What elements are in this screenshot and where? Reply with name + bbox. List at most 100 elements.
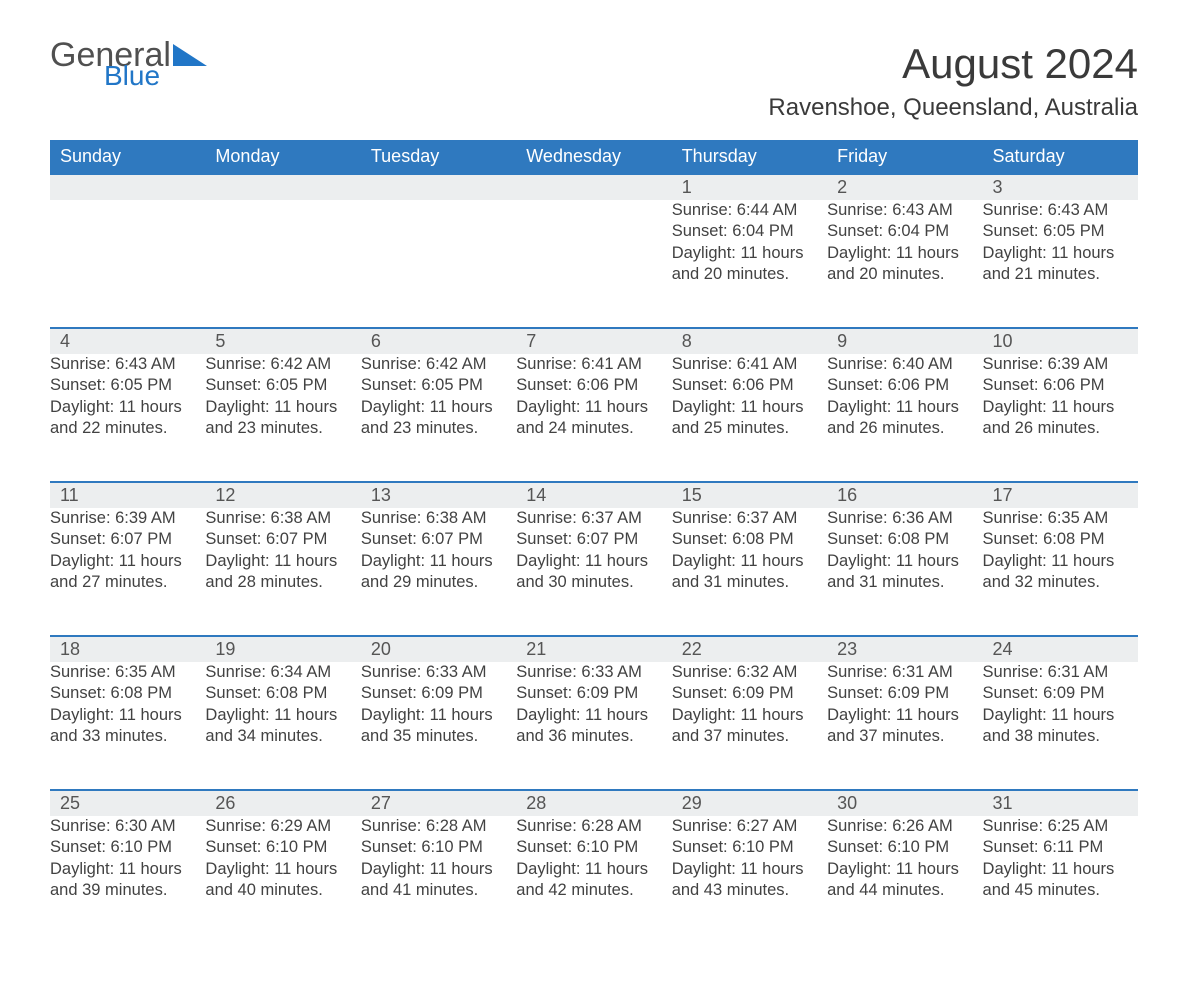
week-daynum-row: 11121314151617 [50, 482, 1138, 508]
daylight-text: Daylight: 11 hours and 38 minutes. [983, 705, 1138, 748]
sunrise-text: Sunrise: 6:37 AM [672, 508, 827, 529]
day-number: 10 [983, 328, 1138, 354]
day-cell: Sunrise: 6:31 AMSunset: 6:09 PMDaylight:… [983, 662, 1138, 790]
daylight-text: Daylight: 11 hours and 43 minutes. [672, 859, 827, 902]
daylight-text: Daylight: 11 hours and 34 minutes. [205, 705, 360, 748]
sunset-text: Sunset: 6:07 PM [50, 529, 205, 550]
sunset-text: Sunset: 6:06 PM [983, 375, 1138, 396]
daylight-text: Daylight: 11 hours and 36 minutes. [516, 705, 671, 748]
daylight-text: Daylight: 11 hours and 32 minutes. [983, 551, 1138, 594]
day-number: 18 [50, 636, 205, 662]
sunset-text: Sunset: 6:10 PM [205, 837, 360, 858]
day-number: 31 [983, 790, 1138, 816]
day-number: 2 [827, 174, 982, 200]
sunrise-text: Sunrise: 6:34 AM [205, 662, 360, 683]
daylight-text: Daylight: 11 hours and 31 minutes. [672, 551, 827, 594]
daylight-text: Daylight: 11 hours and 35 minutes. [361, 705, 516, 748]
week-daynum-row: 45678910 [50, 328, 1138, 354]
sunrise-text: Sunrise: 6:43 AM [983, 200, 1138, 221]
daylight-text: Daylight: 11 hours and 42 minutes. [516, 859, 671, 902]
weekday-header: Wednesday [516, 140, 671, 174]
daylight-text: Daylight: 11 hours and 21 minutes. [983, 243, 1138, 286]
empty-day-cell [50, 200, 205, 328]
weekday-header: Saturday [983, 140, 1138, 174]
sunrise-text: Sunrise: 6:30 AM [50, 816, 205, 837]
week-content-row: Sunrise: 6:30 AMSunset: 6:10 PMDaylight:… [50, 816, 1138, 944]
sunset-text: Sunset: 6:07 PM [205, 529, 360, 550]
day-number: 26 [205, 790, 360, 816]
day-cell: Sunrise: 6:37 AMSunset: 6:07 PMDaylight:… [516, 508, 671, 636]
empty-day-cell [205, 200, 360, 328]
week-daynum-row: 18192021222324 [50, 636, 1138, 662]
page-header: General Blue August 2024 Ravenshoe, Quee… [50, 40, 1138, 122]
daylight-text: Daylight: 11 hours and 26 minutes. [983, 397, 1138, 440]
sunrise-text: Sunrise: 6:29 AM [205, 816, 360, 837]
sunset-text: Sunset: 6:06 PM [516, 375, 671, 396]
daylight-text: Daylight: 11 hours and 25 minutes. [672, 397, 827, 440]
sunrise-text: Sunrise: 6:41 AM [516, 354, 671, 375]
daylight-text: Daylight: 11 hours and 28 minutes. [205, 551, 360, 594]
month-title: August 2024 [768, 40, 1138, 88]
day-cell: Sunrise: 6:26 AMSunset: 6:10 PMDaylight:… [827, 816, 982, 944]
week-content-row: Sunrise: 6:44 AMSunset: 6:04 PMDaylight:… [50, 200, 1138, 328]
daylight-text: Daylight: 11 hours and 24 minutes. [516, 397, 671, 440]
sunrise-text: Sunrise: 6:39 AM [50, 508, 205, 529]
sunset-text: Sunset: 6:09 PM [361, 683, 516, 704]
sunrise-text: Sunrise: 6:38 AM [205, 508, 360, 529]
day-cell: Sunrise: 6:42 AMSunset: 6:05 PMDaylight:… [205, 354, 360, 482]
day-number: 19 [205, 636, 360, 662]
empty-day-cell [516, 200, 671, 328]
daylight-text: Daylight: 11 hours and 23 minutes. [205, 397, 360, 440]
sunset-text: Sunset: 6:10 PM [827, 837, 982, 858]
sunrise-text: Sunrise: 6:28 AM [516, 816, 671, 837]
day-number: 25 [50, 790, 205, 816]
day-number: 14 [516, 482, 671, 508]
sunset-text: Sunset: 6:10 PM [50, 837, 205, 858]
day-cell: Sunrise: 6:36 AMSunset: 6:08 PMDaylight:… [827, 508, 982, 636]
day-number: 21 [516, 636, 671, 662]
sunset-text: Sunset: 6:05 PM [361, 375, 516, 396]
sunrise-text: Sunrise: 6:36 AM [827, 508, 982, 529]
daylight-text: Daylight: 11 hours and 45 minutes. [983, 859, 1138, 902]
daylight-text: Daylight: 11 hours and 29 minutes. [361, 551, 516, 594]
sunrise-text: Sunrise: 6:28 AM [361, 816, 516, 837]
day-cell: Sunrise: 6:30 AMSunset: 6:10 PMDaylight:… [50, 816, 205, 944]
day-cell: Sunrise: 6:43 AMSunset: 6:05 PMDaylight:… [983, 200, 1138, 328]
sunset-text: Sunset: 6:09 PM [516, 683, 671, 704]
sunrise-text: Sunrise: 6:37 AM [516, 508, 671, 529]
day-number: 9 [827, 328, 982, 354]
sunset-text: Sunset: 6:05 PM [983, 221, 1138, 242]
day-number: 30 [827, 790, 982, 816]
sunset-text: Sunset: 6:10 PM [516, 837, 671, 858]
day-cell: Sunrise: 6:35 AMSunset: 6:08 PMDaylight:… [50, 662, 205, 790]
day-cell: Sunrise: 6:27 AMSunset: 6:10 PMDaylight:… [672, 816, 827, 944]
daylight-text: Daylight: 11 hours and 20 minutes. [672, 243, 827, 286]
day-cell: Sunrise: 6:29 AMSunset: 6:10 PMDaylight:… [205, 816, 360, 944]
brand-logo: General Blue [50, 40, 207, 88]
day-cell: Sunrise: 6:28 AMSunset: 6:10 PMDaylight:… [361, 816, 516, 944]
day-cell: Sunrise: 6:41 AMSunset: 6:06 PMDaylight:… [516, 354, 671, 482]
day-number: 28 [516, 790, 671, 816]
daylight-text: Daylight: 11 hours and 44 minutes. [827, 859, 982, 902]
day-number: 4 [50, 328, 205, 354]
sunrise-text: Sunrise: 6:39 AM [983, 354, 1138, 375]
weekday-header: Sunday [50, 140, 205, 174]
day-number: 17 [983, 482, 1138, 508]
daylight-text: Daylight: 11 hours and 33 minutes. [50, 705, 205, 748]
sunset-text: Sunset: 6:05 PM [50, 375, 205, 396]
day-cell: Sunrise: 6:32 AMSunset: 6:09 PMDaylight:… [672, 662, 827, 790]
day-number: 8 [672, 328, 827, 354]
weekday-header-row: SundayMondayTuesdayWednesdayThursdayFrid… [50, 140, 1138, 174]
sunset-text: Sunset: 6:08 PM [672, 529, 827, 550]
daylight-text: Daylight: 11 hours and 22 minutes. [50, 397, 205, 440]
empty-day-number [205, 174, 360, 200]
sunset-text: Sunset: 6:09 PM [983, 683, 1138, 704]
day-cell: Sunrise: 6:39 AMSunset: 6:07 PMDaylight:… [50, 508, 205, 636]
sunrise-text: Sunrise: 6:35 AM [983, 508, 1138, 529]
daylight-text: Daylight: 11 hours and 39 minutes. [50, 859, 205, 902]
sunrise-text: Sunrise: 6:32 AM [672, 662, 827, 683]
day-number: 6 [361, 328, 516, 354]
daylight-text: Daylight: 11 hours and 23 minutes. [361, 397, 516, 440]
day-number: 24 [983, 636, 1138, 662]
day-cell: Sunrise: 6:25 AMSunset: 6:11 PMDaylight:… [983, 816, 1138, 944]
